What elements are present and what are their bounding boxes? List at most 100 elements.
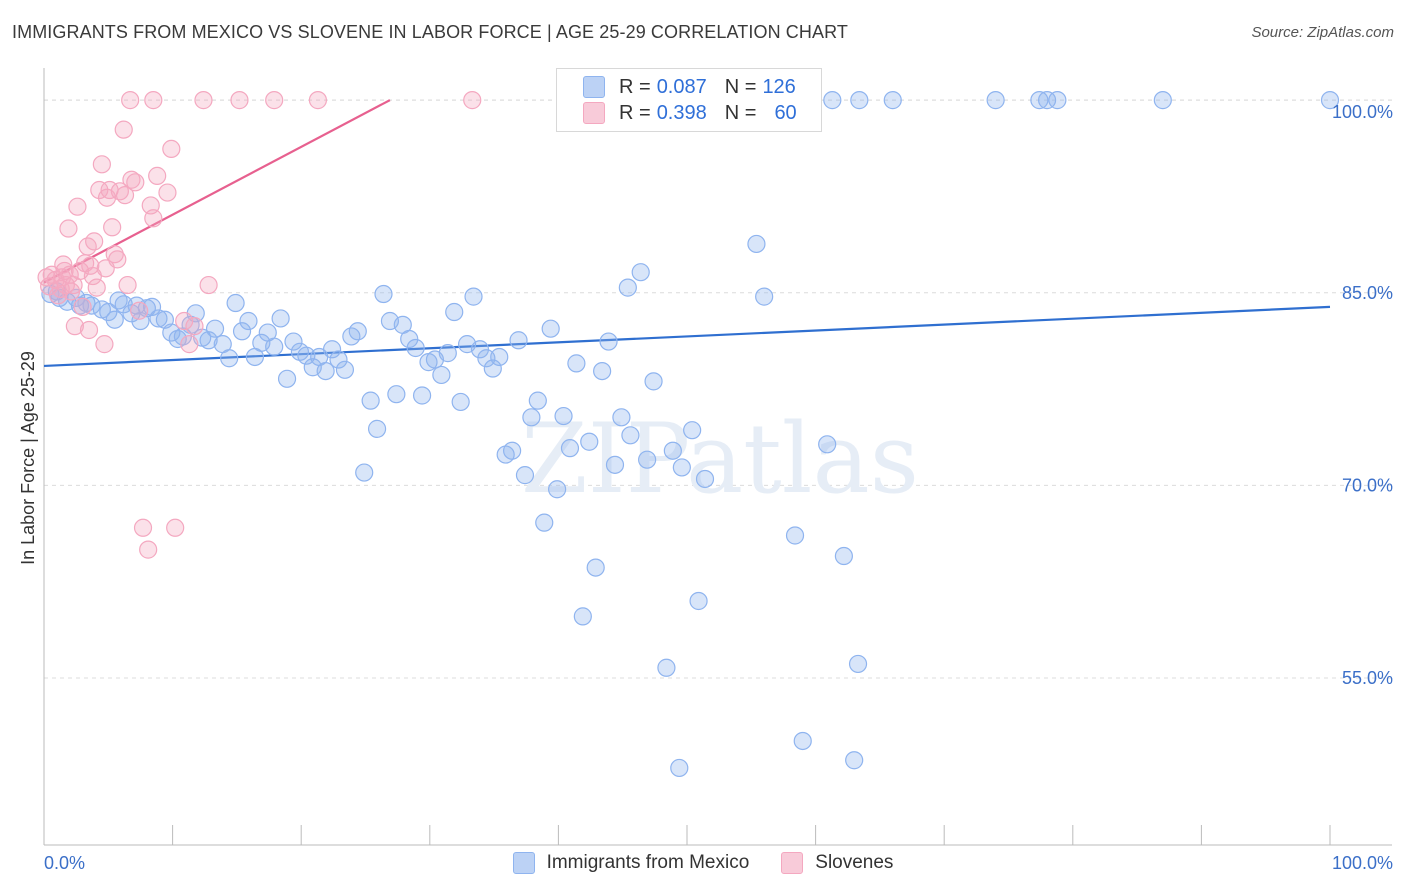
slovene-point [68,197,87,216]
mexico-point [823,91,842,110]
slovene-point [148,166,167,185]
mexico-point [793,731,812,751]
slovene-point [139,540,158,559]
slovene-point [175,311,194,331]
slovene-point [79,320,99,340]
slovene-point [59,219,78,238]
mexico-point [1037,91,1057,110]
trend-line-0 [43,305,1331,368]
x-tick-label: 0.0% [44,853,85,873]
mexico-point [593,361,612,381]
chart-title: IMMIGRANTS FROM MEXICO VS SLOVENE IN LAB… [12,22,848,42]
slovene-point [65,317,84,336]
legend-row-slovenes: R = 0.398 N = 60 [583,101,805,125]
x-tick-label: 100.0% [1332,853,1393,873]
mexico-point [785,526,805,545]
mexico-point [277,369,297,388]
mexico-point [631,263,650,282]
mexico-point [670,758,689,778]
mexico-point [503,441,522,460]
slovene-point [54,255,73,274]
mexico-point [663,441,682,460]
slovene-point [133,518,153,537]
y-axis-label: In Labor Force | Age 25-29 [18,351,38,565]
y-tick-label: 85.0% [1342,283,1393,303]
mexico-point [672,458,691,477]
mexico-point [412,386,432,405]
tick-labels: 55.0% 70.0% 85.0% 100.0% 0.0% 100.0% [44,102,1393,873]
axes [43,68,1392,846]
mexico-point [239,311,258,331]
slovene-point [105,245,124,264]
mexico-point [438,344,457,363]
mexico-point [509,331,528,350]
mexico-point [316,361,335,381]
slovene-point [158,183,177,202]
slovene-point [85,232,104,251]
mexico-point [638,450,657,469]
mexico-point [432,365,451,385]
mexico-point [515,466,535,485]
mexico-point [329,350,348,369]
mexico-point [747,234,766,254]
mexico-point [149,309,168,328]
mexico-point [850,91,869,110]
slovene-point [308,91,328,110]
mexico-point [367,419,387,438]
mexico-point [573,607,592,626]
slovene-point [73,297,92,316]
mexico-point [387,385,406,404]
mexico-point [599,332,618,351]
mexico-point [490,347,509,367]
legend-r-label: R = [619,101,651,124]
legend: R = 0.087 N = 126 R = 0.398 N = 60 [556,68,822,132]
legend-n-value: 126 [762,75,796,98]
mexico-point [845,751,864,770]
slovene-point [144,91,163,110]
mexico-point [205,319,225,338]
mexico-point [695,469,715,489]
mexico-point [567,354,586,373]
mexico-point [322,340,342,359]
grid-lines [44,99,1392,679]
series-legend-mexico: Immigrants from Mexico [512,852,749,874]
slovene-point [230,91,249,110]
trend-lines [43,99,1331,368]
mexico-point [297,346,316,365]
slovene-point [162,139,181,159]
mexico-point [348,322,367,341]
mexico-point [560,439,580,458]
mexico-point [483,359,502,378]
source-label: Source: ZipAtlas.com [1251,24,1394,41]
slovene-point [81,256,100,275]
mexico-point [105,310,124,329]
mexico-point [848,654,868,674]
y-tick-label: 70.0% [1342,475,1393,495]
mexico-point [541,319,560,338]
slovene-point [95,335,114,354]
slovene-point [118,275,137,295]
series-swatch-slovenes [781,852,804,874]
mexico-point [755,287,774,306]
mexico-point [834,546,853,566]
slovene-point [121,91,140,110]
mexico-point [818,435,837,454]
trend-line-1 [43,99,391,284]
slovene-point [166,518,185,537]
mexico-point [220,349,239,368]
mexico-point [535,513,554,532]
slovene-point [180,335,199,354]
mexico-point [284,332,303,351]
mexico-point [445,302,464,322]
slovene-point [199,275,218,295]
legend-swatch-mexico [583,76,605,98]
mexico-point [168,329,187,349]
slovene-point [265,91,284,110]
mexico-point [374,284,393,304]
mexico-point [683,421,702,440]
mexico-point [400,329,419,349]
legend-r-value: 0.398 [656,101,707,124]
mexico-point [618,278,637,297]
mexico-point [522,408,541,427]
